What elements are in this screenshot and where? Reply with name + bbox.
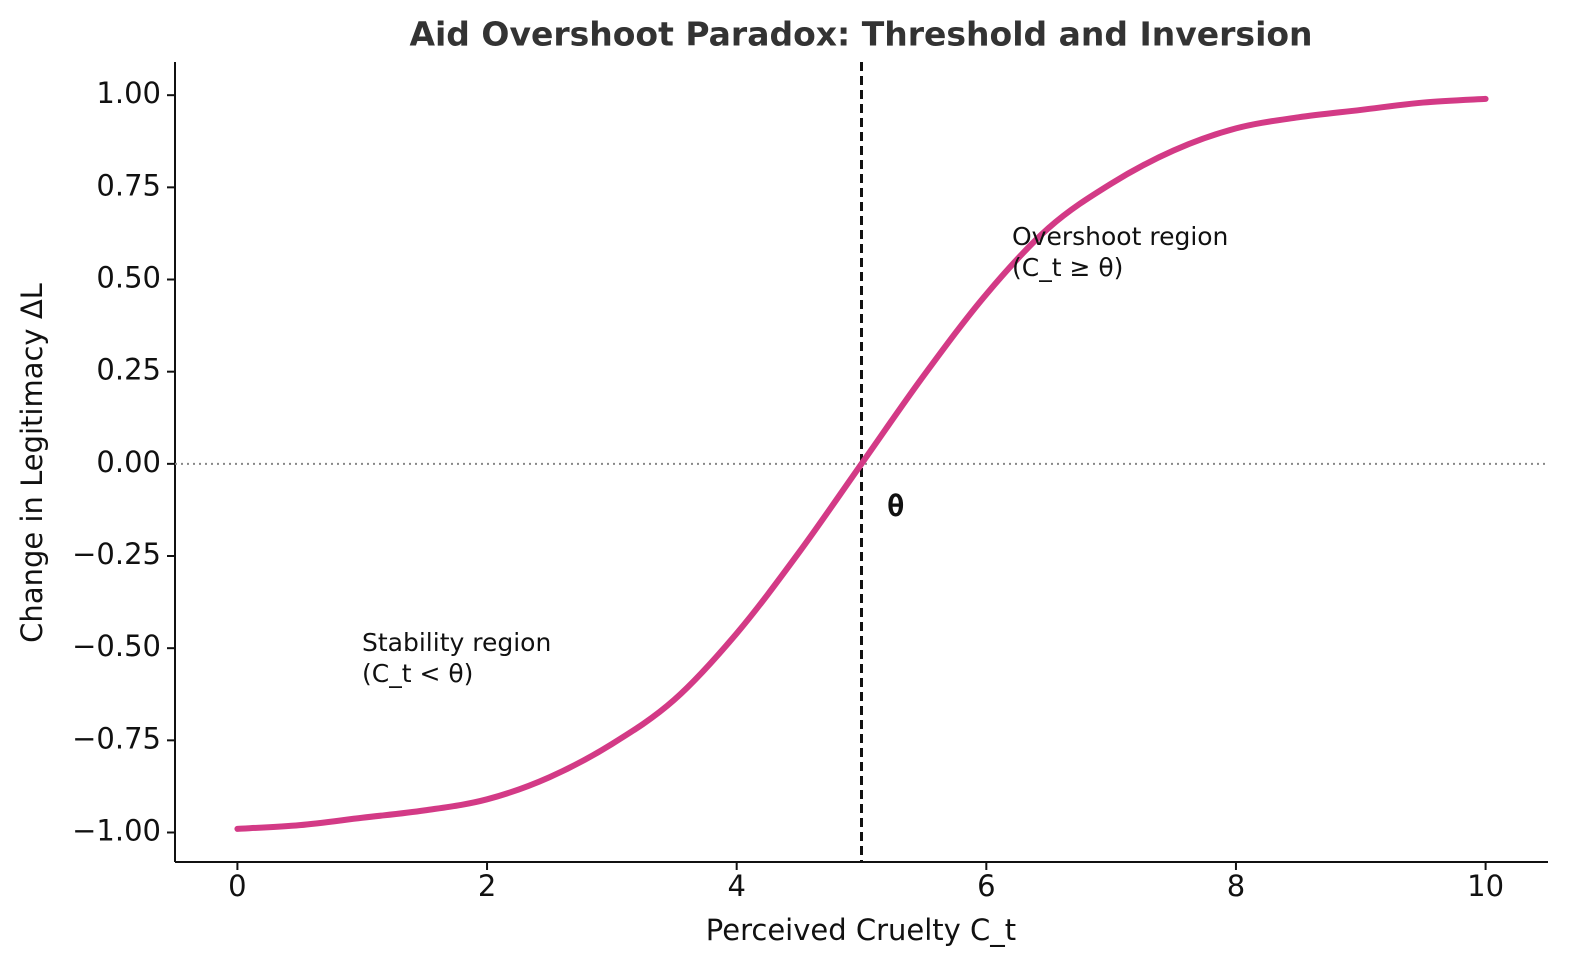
x-tick-label: 6 [977,869,995,903]
y-tick-label: −0.25 [72,537,161,571]
annotation: (C_t < θ) [362,659,473,688]
y-tick-label: −0.50 [72,629,161,663]
y-axis-label: Change in Legitimacy ΔL [15,283,49,643]
x-tick-label: 2 [478,869,496,903]
x-tick-label: 10 [1467,869,1504,903]
annotation: Overshoot region [1012,222,1228,251]
y-tick-label: −0.75 [72,721,161,755]
x-axis-label: Perceived Cruelty C_t [706,913,1016,947]
x-tick-label: 8 [1227,869,1245,903]
x-tick-label: 4 [727,869,745,903]
y-tick-label: 0.00 [96,445,161,479]
annotation: (C_t ≥ θ) [1012,253,1123,282]
y-tick-label: 1.00 [96,76,161,110]
chart-title: Aid Overshoot Paradox: Threshold and Inv… [409,15,1312,54]
y-tick-label: 0.50 [96,261,161,295]
annotation: Stability region [362,628,551,657]
y-tick-label: 0.25 [96,353,161,387]
threshold-label: θ [887,489,904,523]
y-tick-label: −1.00 [72,814,161,848]
x-tick-label: 0 [228,869,246,903]
y-tick-label: 0.75 [96,168,161,202]
line-series [234,95,1489,832]
